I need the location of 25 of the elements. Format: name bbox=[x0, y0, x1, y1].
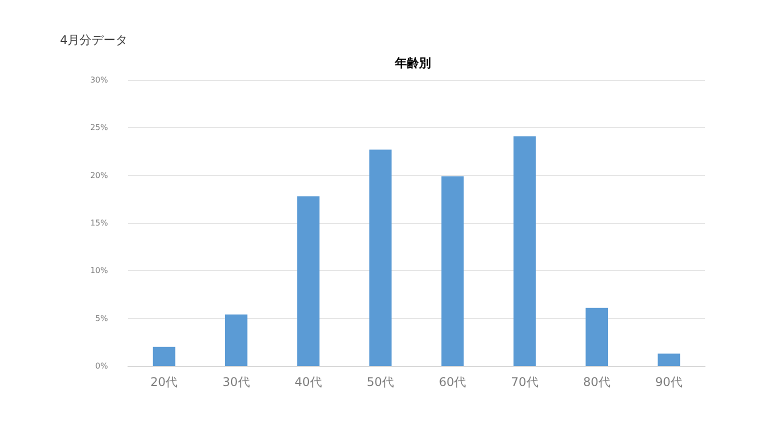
y-tick-label: 30% bbox=[90, 76, 108, 84]
bar bbox=[441, 176, 464, 366]
x-tick-label: 90代 bbox=[655, 375, 683, 389]
bar bbox=[297, 196, 320, 366]
y-tick-label: 5% bbox=[95, 314, 108, 323]
bar bbox=[586, 308, 608, 366]
bar bbox=[225, 314, 248, 366]
bar bbox=[369, 150, 392, 366]
x-tick-label: 50代 bbox=[366, 375, 394, 389]
chart-subtitle: 4月分データ bbox=[60, 33, 128, 47]
y-tick-label: 25% bbox=[90, 123, 108, 132]
x-tick-label: 80代 bbox=[583, 375, 610, 389]
y-tick-label: 10% bbox=[90, 266, 108, 276]
x-tick-label: 20代 bbox=[150, 375, 178, 389]
chart-title: 年齢別 bbox=[394, 56, 431, 70]
bar bbox=[658, 354, 680, 366]
bar bbox=[514, 136, 536, 366]
y-tick-label: 0% bbox=[95, 362, 108, 370]
x-tick-label: 30代 bbox=[222, 375, 250, 389]
x-tick-label: 40代 bbox=[294, 375, 322, 389]
x-tick-label: 70代 bbox=[511, 375, 538, 389]
x-tick-label: 60代 bbox=[438, 375, 466, 389]
y-tick-label: 20% bbox=[90, 170, 108, 180]
bar bbox=[152, 346, 176, 366]
y-tick-label: 15% bbox=[90, 218, 108, 228]
